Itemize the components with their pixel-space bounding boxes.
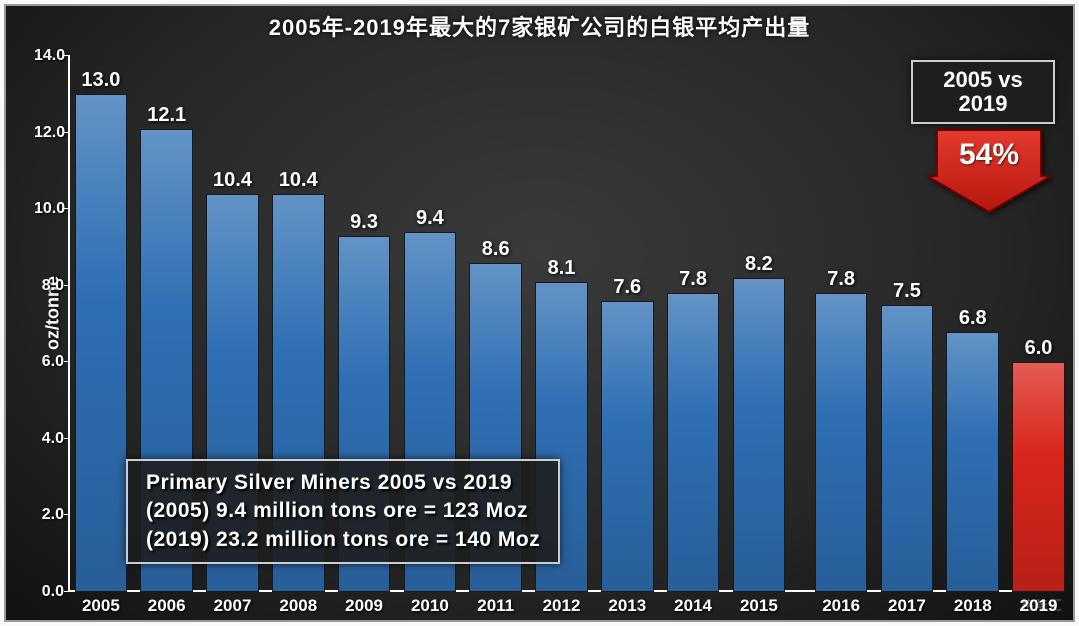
bar: 7.6 [601, 301, 654, 592]
bar-value-label: 13.0 [81, 69, 120, 92]
x-tick-label: 2018 [954, 596, 992, 616]
decline-percent: 54% [927, 138, 1051, 172]
bar: 7.8 [815, 293, 868, 592]
bar-value-label: 8.6 [482, 238, 510, 261]
y-tick-mark [64, 285, 70, 286]
y-axis-line [68, 56, 70, 592]
comparison-callout: 2005 vs 2019 [911, 60, 1055, 124]
bar: 13.0 [75, 94, 128, 592]
bar-value-label: 7.5 [893, 280, 921, 303]
bar-value-label: 10.4 [213, 169, 252, 192]
info-callout: Primary Silver Miners 2005 vs 2019 (2005… [126, 459, 560, 564]
bar-value-label: 12.1 [147, 104, 186, 127]
comparison-line2: 2019 [917, 92, 1049, 116]
info-line3: (2019) 23.2 million tons ore = 140 Moz [146, 526, 540, 554]
watermark: 格隆汇 [1021, 595, 1063, 614]
y-tick-mark [64, 514, 70, 515]
x-tick-label: 2005 [82, 596, 120, 616]
x-tick-label: 2014 [674, 596, 712, 616]
bar-value-label: 9.3 [350, 211, 378, 234]
y-tick-label: 8.0 [34, 277, 64, 295]
y-tick-mark [64, 591, 70, 592]
bar-value-label: 6.0 [1025, 337, 1053, 360]
bar: 7.8 [667, 293, 720, 592]
y-tick-label: 14.0 [34, 47, 64, 65]
x-tick-label: 2017 [888, 596, 926, 616]
bar-value-label: 9.4 [416, 207, 444, 230]
bar-value-label: 8.2 [745, 253, 773, 276]
y-tick-mark [64, 208, 70, 209]
bar-value-label: 8.1 [548, 257, 576, 280]
x-tick-label: 2013 [608, 596, 646, 616]
bar: 8.2 [733, 278, 786, 592]
x-tick-label: 2009 [345, 596, 383, 616]
x-tick-label: 2012 [543, 596, 581, 616]
bar-value-label: 7.8 [827, 268, 855, 291]
x-tick-label: 2007 [214, 596, 252, 616]
bar-value-label: 6.8 [959, 307, 987, 330]
y-tick-mark [64, 361, 70, 362]
y-tick-label: 4.0 [34, 430, 64, 448]
bar-value-label: 7.8 [679, 268, 707, 291]
chart-frame: 2005年-2019年最大的7家银矿公司的白银平均产出量 oz/tonne 0.… [4, 4, 1075, 622]
y-tick-label: 6.0 [34, 353, 64, 371]
info-line2: (2005) 9.4 million tons ore = 123 Moz [146, 497, 540, 525]
y-tick-mark [64, 132, 70, 133]
bar: 6.8 [946, 332, 999, 592]
y-tick-mark [64, 55, 70, 56]
y-tick-mark [64, 438, 70, 439]
x-tick-label: 2015 [740, 596, 778, 616]
comparison-line1: 2005 vs [917, 68, 1049, 92]
y-tick-label: 12.0 [34, 124, 64, 142]
y-tick-label: 0.0 [34, 583, 64, 601]
x-tick-label: 2006 [148, 596, 186, 616]
x-tick-label: 2011 [477, 596, 514, 616]
chart-title: 2005年-2019年最大的7家银矿公司的白银平均产出量 [6, 10, 1073, 42]
bar-value-label: 7.6 [613, 276, 641, 299]
y-tick-label: 10.0 [34, 200, 64, 218]
bar: 6.0 [1012, 362, 1065, 592]
bar: 7.5 [881, 305, 934, 592]
info-line1: Primary Silver Miners 2005 vs 2019 [146, 469, 540, 497]
x-tick-label: 2016 [822, 596, 860, 616]
y-tick-label: 2.0 [34, 506, 64, 524]
x-tick-label: 2008 [279, 596, 317, 616]
bar-value-label: 10.4 [279, 169, 318, 192]
x-tick-label: 2010 [411, 596, 449, 616]
